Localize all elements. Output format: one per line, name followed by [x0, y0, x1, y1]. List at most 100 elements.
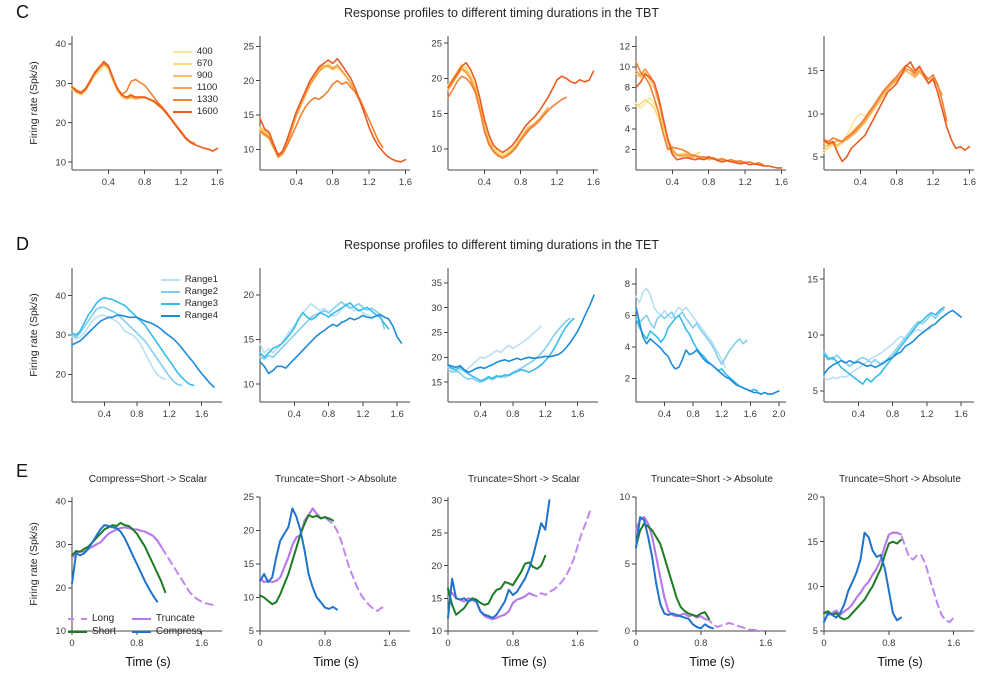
y-tick-label: 30: [55, 540, 66, 551]
y-tick-label: 15: [431, 594, 442, 605]
y-tick-label: 4: [625, 342, 630, 353]
legend-swatch-Range3: [160, 302, 180, 305]
x-tick-label: 1.6: [963, 177, 976, 188]
y-tick-label: 15: [243, 559, 254, 570]
y-tick-label: 10: [431, 144, 442, 155]
y-axis-label: Firing rate (Spk/s): [28, 522, 40, 606]
plot-panel-C5: 5 10 15 0.4 0.8 1.2 1.6: [794, 28, 982, 196]
y-tick-label: 2: [625, 374, 630, 385]
x-tick-label: 1.6: [195, 409, 208, 420]
x-tick-label: 0: [821, 638, 826, 649]
series-1600: [635, 73, 783, 169]
series-Compress: [447, 499, 551, 619]
legend-label-Range1: Range1: [184, 274, 218, 285]
legend-swatch-670: [172, 62, 192, 65]
x-tick-label: 0.8: [694, 638, 707, 649]
x-tick-label: 0.8: [882, 638, 895, 649]
series-Range1: [259, 302, 373, 354]
series-Range3: [823, 306, 945, 385]
legend-item-Range3: Range3: [160, 298, 218, 309]
x-tick-label: 1.6: [383, 638, 396, 649]
x-tick-label: 1.6: [775, 177, 788, 188]
legend-C: 400 670 900 1100 1330 1600: [172, 46, 218, 117]
row-TET: D Response profiles to different timing …: [0, 232, 1003, 459]
legend-swatch-Range4: [160, 314, 180, 317]
x-axis-label: Time (s): [877, 655, 923, 669]
series-Short: [635, 522, 710, 620]
legend-swatch-Range1: [160, 278, 180, 281]
x-tick-label: 0.4: [852, 409, 865, 420]
series-Range4: [635, 306, 780, 395]
series-Range1: [71, 314, 166, 380]
series-1330: [635, 60, 765, 166]
y-tick-label: 25: [243, 42, 254, 53]
y-tick-label: 10: [243, 379, 254, 390]
x-tick-label: 1.6: [759, 638, 772, 649]
panels-conditions: Compress=Short -> Scalar 10 20 30 40 0 0.8 1.6 T…: [26, 471, 982, 669]
series-1330: [823, 64, 948, 143]
legend-item-Compress: Compress: [131, 626, 201, 637]
plot-panel-E4: Truncate=Short -> Absolute 0 5 10 0 0.8 1.6 Tim…: [606, 471, 794, 669]
x-axis-label: Time (s): [501, 655, 547, 669]
x-tick-label: 0.8: [514, 177, 527, 188]
y-tick-label: 30: [431, 303, 442, 314]
panel-label-E: E: [16, 461, 29, 481]
series-Range4: [447, 294, 595, 373]
y-tick-label: 0: [625, 626, 630, 637]
series-1100: [823, 68, 943, 144]
series-Compress: [635, 516, 714, 630]
series-400: [447, 63, 522, 156]
series-Range3: [71, 296, 195, 387]
y-tick-label: 10: [807, 330, 818, 341]
legend-label-Range3: Range3: [184, 298, 218, 309]
plot-canvas-D5: 5 10 15 0.4 0.8 1.2 1.6: [807, 268, 974, 420]
y-tick-label: 10: [243, 145, 254, 156]
series-1100: [259, 64, 361, 158]
legend-swatch-900: [172, 74, 192, 77]
plot-canvas-C1: 10 20 30 40 0.4 0.8 1.2 1.6: [55, 36, 224, 188]
legend-item-900: 900: [172, 70, 218, 81]
plot-panel-C3: 10 15 20 25 0.4 0.8 1.2 1.6: [418, 28, 606, 196]
legend-label-1330: 1330: [196, 94, 218, 105]
series-1600: [447, 61, 595, 154]
plot-panel-E3: Truncate=Short -> Scalar 10 15 20 25 30 0 0.8 1.…: [418, 471, 606, 669]
y-tick-label: 20: [431, 353, 442, 364]
plot-panel-C1: 10 20 30 40 0.4 0.8 1.2 1.6 Firing rate (Spk/s) 4…: [26, 28, 230, 196]
legend-label-1600: 1600: [196, 106, 218, 117]
y-tick-label: 4: [625, 124, 630, 135]
plot-panel-D5: 5 10 15 0.4 0.8 1.2 1.6: [794, 260, 982, 428]
panel-label-D: D: [16, 234, 29, 254]
plot-canvas-C3: 10 15 20 25 0.4 0.8 1.2 1.6: [431, 36, 600, 188]
y-tick-label: 15: [243, 110, 254, 121]
plot-canvas-D2: 10 15 20 0.4 0.8 1.2 1.6: [243, 268, 410, 420]
plot-panel-E5: Truncate=Short -> Absolute 5 10 15 20 0 0.8 1.6…: [794, 471, 982, 669]
x-tick-label: 1.6: [195, 638, 208, 649]
x-axis-label: Time (s): [125, 655, 171, 669]
plot-panel-D4: 2 4 6 8 0.4 0.8 1.2 1.6 2.0: [606, 260, 794, 428]
legend-item-1600: 1600: [172, 106, 218, 117]
x-tick-label: 0: [69, 638, 74, 649]
legend-E: Long Truncate Short Compress: [68, 613, 201, 637]
x-tick-label: 1.6: [955, 409, 968, 420]
legend-label-Truncate: Truncate: [155, 613, 195, 624]
y-tick-label: 35: [431, 278, 442, 289]
x-tick-label: 1.2: [362, 177, 375, 188]
x-tick-label: 0.8: [890, 177, 903, 188]
legend-label-Range2: Range2: [184, 286, 218, 297]
x-tick-label: 0.8: [687, 409, 700, 420]
plot-panel-E1: Compress=Short -> Scalar 10 20 30 40 0 0.8 1.6 T…: [26, 471, 230, 669]
y-tick-label: 15: [807, 274, 818, 285]
series-1600: [259, 57, 407, 163]
y-tick-label: 10: [55, 626, 66, 637]
y-tick-label: 10: [619, 492, 630, 503]
x-tick-label: 0.8: [130, 409, 143, 420]
series-1100: [447, 68, 549, 159]
y-tick-label: 5: [249, 626, 254, 637]
plot-canvas-D4: 2 4 6 8 0.4 0.8 1.2 1.6 2.0: [625, 268, 786, 420]
x-tick-label: 0.8: [506, 409, 519, 420]
y-tick-label: 40: [55, 291, 66, 302]
y-tick-label: 5: [813, 386, 818, 397]
y-tick-label: 25: [431, 38, 442, 49]
series-Compress: [259, 507, 338, 611]
